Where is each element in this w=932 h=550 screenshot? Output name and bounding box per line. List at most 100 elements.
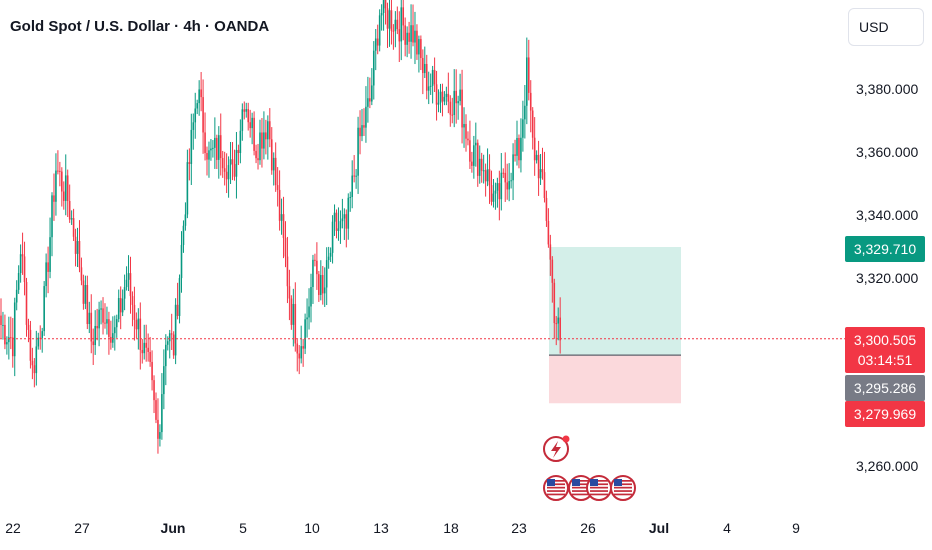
candle-body xyxy=(137,318,140,330)
candle-body xyxy=(104,322,106,324)
candle-body xyxy=(559,317,561,341)
candle-body xyxy=(55,170,57,202)
candle-body xyxy=(359,127,361,137)
candle-body xyxy=(539,169,542,179)
time-axis-tick: 26 xyxy=(580,520,596,536)
candle-body xyxy=(194,108,197,123)
candle-body xyxy=(371,85,373,102)
candle-body xyxy=(382,0,385,13)
candle-body xyxy=(422,58,424,74)
candle-body xyxy=(37,337,40,347)
candle-body xyxy=(296,343,299,354)
candle-body xyxy=(276,185,279,190)
candle-body xyxy=(133,304,136,320)
candle-body xyxy=(41,331,44,338)
candle-body xyxy=(145,342,147,348)
candle-body xyxy=(506,182,508,190)
time-axis-tick: Jun xyxy=(160,520,186,536)
candle-body xyxy=(286,256,289,287)
candle-body xyxy=(404,25,406,45)
candle-body xyxy=(463,124,465,128)
us-flag-icon[interactable] xyxy=(586,475,612,501)
candle-body xyxy=(251,117,253,129)
candle-body xyxy=(112,333,114,343)
candle-body xyxy=(2,324,4,326)
candle-body xyxy=(267,121,269,140)
candle-body xyxy=(325,260,328,288)
us-flag-icon[interactable] xyxy=(610,475,636,501)
candle-body xyxy=(237,149,240,154)
candle-body xyxy=(541,169,544,173)
candle-body xyxy=(406,32,408,45)
candle-body xyxy=(239,130,242,154)
candle-body xyxy=(431,69,434,86)
candle-body xyxy=(51,195,53,238)
candle-body xyxy=(204,132,206,154)
candle-body xyxy=(74,236,77,254)
candle-body xyxy=(13,302,16,357)
candle-body xyxy=(304,319,306,349)
candle-body xyxy=(98,309,100,329)
candle-body xyxy=(380,12,383,16)
candle-body xyxy=(316,260,318,275)
candle-body xyxy=(374,38,377,51)
candle-body xyxy=(17,273,20,290)
candle-body xyxy=(62,191,65,201)
candle-body xyxy=(555,323,558,325)
candle-body xyxy=(441,91,444,102)
candle-body xyxy=(8,337,10,343)
candle-body xyxy=(312,259,314,287)
currency-selector-button[interactable]: USD xyxy=(848,8,924,46)
candle-body xyxy=(390,10,393,31)
candle-body xyxy=(516,137,518,156)
candle-body xyxy=(265,132,267,140)
candle-body xyxy=(347,197,350,229)
candle-body xyxy=(231,159,234,165)
candle-body xyxy=(524,105,526,120)
candle-body xyxy=(257,158,259,161)
candle-body xyxy=(86,284,89,325)
candle-body xyxy=(151,361,153,381)
candle-body xyxy=(4,324,6,345)
candle-body xyxy=(39,337,42,339)
candle-body xyxy=(547,220,550,245)
candle-body xyxy=(80,267,83,281)
candle-body xyxy=(453,90,456,115)
current-price-tag: 3,300.505 03:14:51 xyxy=(845,327,925,373)
candle-body xyxy=(216,137,218,160)
candle-body xyxy=(143,342,146,354)
candle-body xyxy=(184,214,187,226)
candle-body xyxy=(522,119,524,138)
candle-body xyxy=(47,262,49,272)
candle-body xyxy=(498,183,501,200)
us-flag-icon[interactable] xyxy=(568,475,594,501)
candle-body xyxy=(196,103,198,109)
candle-body xyxy=(66,175,69,202)
candle-body xyxy=(443,96,446,102)
candle-body xyxy=(192,122,195,130)
target-tag-bg xyxy=(845,236,925,262)
stop-tag-bg xyxy=(845,401,925,427)
candle-body xyxy=(198,89,200,104)
candle-body xyxy=(15,289,18,303)
us-flag-icon[interactable] xyxy=(543,475,569,501)
candle-body xyxy=(163,366,165,395)
candle-body xyxy=(549,244,552,260)
candle-body xyxy=(284,237,287,257)
candle-body xyxy=(70,218,73,220)
candle-body xyxy=(486,169,489,182)
candle-body xyxy=(345,214,348,229)
candle-body xyxy=(208,150,210,160)
candle-body xyxy=(202,97,204,133)
candle-body xyxy=(241,109,244,131)
candle-body xyxy=(227,165,230,180)
time-axis-tick: 22 xyxy=(5,520,21,536)
candle-body xyxy=(180,244,183,279)
candle-body xyxy=(447,93,450,102)
candle-body xyxy=(168,333,171,342)
candle-body xyxy=(121,298,124,313)
lightning-event-icon[interactable] xyxy=(543,435,570,462)
candle-body xyxy=(402,7,405,26)
candle-body xyxy=(457,101,459,104)
